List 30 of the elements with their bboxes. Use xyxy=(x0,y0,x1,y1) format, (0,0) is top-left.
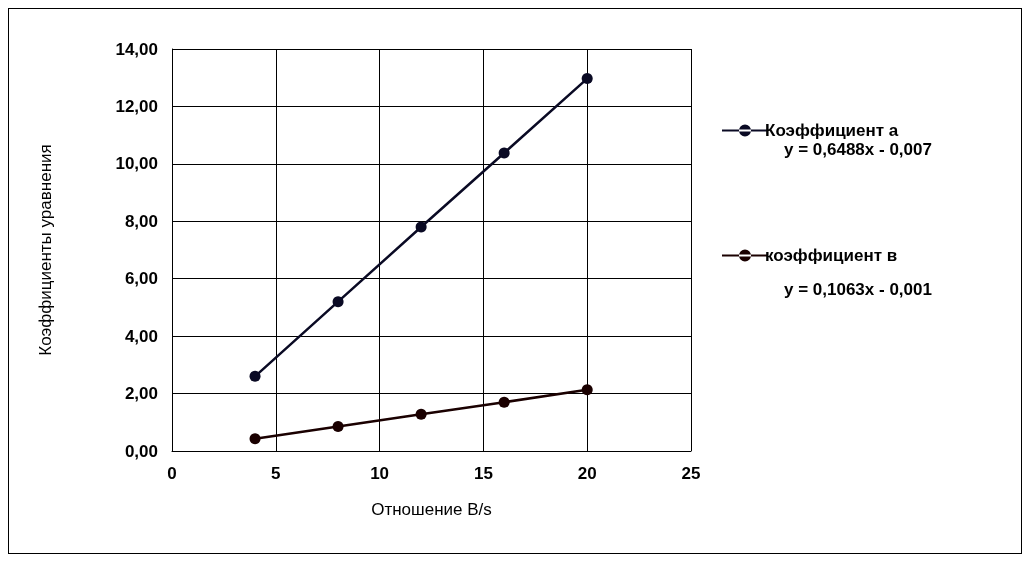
x-tick-label: 0 xyxy=(167,464,177,483)
point xyxy=(249,433,261,445)
point xyxy=(332,421,344,433)
point xyxy=(415,221,427,233)
text: y = 0,6488x - 0,007 xyxy=(784,140,932,159)
y-tick-label: 14,00 xyxy=(115,39,158,59)
x-tick-label: 25 xyxy=(681,464,701,483)
legend-label: Коэффициент а xyxy=(765,121,899,140)
x-tick-label: 15 xyxy=(473,464,493,483)
point xyxy=(415,408,427,420)
point xyxy=(332,296,344,308)
x-axis-title: Отношение B/s xyxy=(371,500,492,519)
text: y = 0,1063x - 0,001 xyxy=(784,280,932,299)
y-tick-label: 8,00 xyxy=(124,211,158,231)
point xyxy=(498,396,510,408)
legend-label: коэффициент в xyxy=(765,246,898,265)
point xyxy=(498,147,510,159)
x-tick-label: 10 xyxy=(370,464,390,483)
y-tick-label: 10,00 xyxy=(115,154,158,174)
x-tick-label: 5 xyxy=(271,464,281,483)
y-tick-label: 6,00 xyxy=(124,269,158,289)
point xyxy=(581,73,593,85)
x-tick-label: 20 xyxy=(577,464,597,483)
point xyxy=(249,370,261,382)
y-tick-label: 4,00 xyxy=(124,326,158,346)
y-tick-label: 2,00 xyxy=(124,384,158,404)
y-tick-label: 12,00 xyxy=(115,96,158,116)
y-tick-label: 0,00 xyxy=(124,441,158,461)
point xyxy=(581,384,593,396)
y-axis-title: Коэффициенты уравнения xyxy=(36,144,55,356)
